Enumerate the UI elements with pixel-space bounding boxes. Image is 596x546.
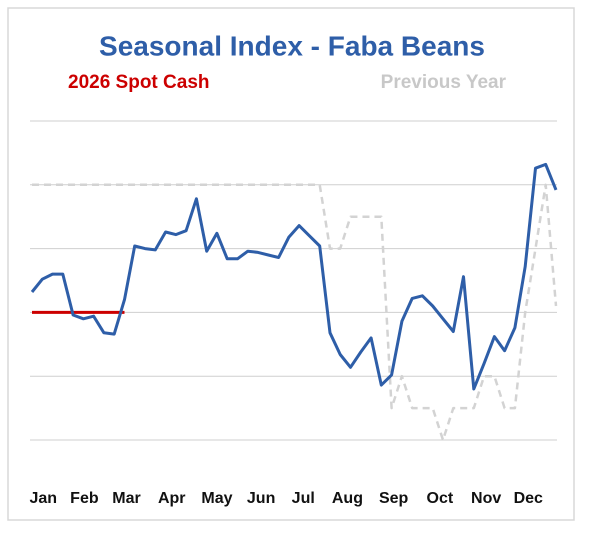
x-tick-label: Nov <box>471 490 501 507</box>
series-line <box>30 162 558 391</box>
x-tick-label: Aug <box>332 490 363 507</box>
chart-title: Seasonal Index - Faba Beans <box>99 30 485 61</box>
series-line <box>32 183 558 442</box>
legend-entry: 2026 Spot Cash <box>68 72 210 93</box>
x-tick-label: Jan <box>30 490 58 507</box>
x-tick-label: Sep <box>379 490 409 507</box>
x-tick-label: Dec <box>514 490 543 507</box>
x-tick-label: Feb <box>70 490 99 507</box>
x-tick-label: Apr <box>158 490 186 507</box>
x-tick-label: Jun <box>247 490 275 507</box>
x-tick-label: Jul <box>292 490 315 507</box>
x-tick-label: Mar <box>112 490 140 507</box>
x-tick-label: Oct <box>427 490 454 507</box>
legend-entry: Previous Year <box>381 72 507 93</box>
chart-frame <box>7 7 575 521</box>
x-tick-label: May <box>201 490 232 507</box>
